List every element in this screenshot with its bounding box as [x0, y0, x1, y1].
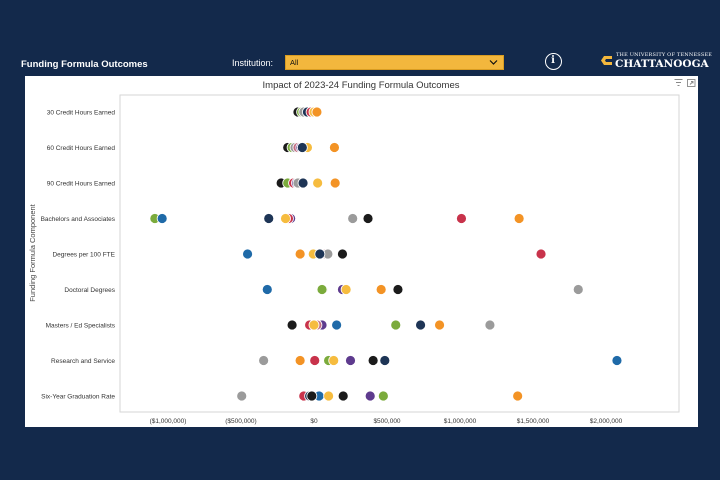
- data-point[interactable]: [572, 284, 584, 295]
- x-tick-label: $500,000: [373, 418, 400, 425]
- institution-label: Institution:: [232, 58, 274, 68]
- data-point[interactable]: [345, 355, 356, 366]
- info-button[interactable]: i: [545, 53, 562, 70]
- data-point[interactable]: [484, 319, 496, 331]
- data-point[interactable]: [367, 355, 379, 366]
- data-point[interactable]: [379, 355, 391, 366]
- data-point[interactable]: [362, 213, 374, 224]
- data-point[interactable]: [296, 142, 308, 153]
- institution-dropdown[interactable]: All: [285, 55, 504, 70]
- data-point[interactable]: [328, 355, 340, 366]
- data-point[interactable]: [337, 390, 349, 402]
- y-axis-label: Funding Formula Component: [28, 203, 37, 301]
- data-point[interactable]: [280, 213, 291, 224]
- app-title: Funding Formula Outcomes: [21, 59, 148, 70]
- data-point[interactable]: [347, 213, 359, 224]
- category-label: 90 Credit Hours Earned: [47, 181, 116, 188]
- data-point[interactable]: [309, 355, 321, 366]
- scatter-chart: Impact of 2023-24 Funding Formula Outcom…: [28, 80, 680, 425]
- category-label: Masters / Ed Specialists: [46, 323, 116, 330]
- data-point[interactable]: [263, 213, 275, 224]
- data-point[interactable]: [364, 390, 376, 402]
- category-label: Six-Year Graduation Rate: [41, 394, 115, 401]
- x-tick-label: $1,000,000: [444, 418, 477, 425]
- top-bar: Funding Formula Outcomes Institution: Al…: [0, 0, 720, 78]
- data-point[interactable]: [258, 355, 270, 366]
- data-point[interactable]: [392, 284, 404, 295]
- data-point[interactable]: [512, 390, 524, 402]
- data-point[interactable]: [390, 319, 402, 331]
- category-label: Bachelors and Associates: [41, 216, 116, 223]
- data-point[interactable]: [535, 248, 547, 260]
- data-point[interactable]: [261, 284, 273, 295]
- data-point[interactable]: [340, 284, 352, 295]
- data-point[interactable]: [375, 284, 387, 295]
- chart-title: Impact of 2023-24 Funding Formula Outcom…: [263, 80, 460, 91]
- data-point[interactable]: [294, 248, 306, 260]
- data-point[interactable]: [314, 248, 326, 260]
- university-logo: THE UNIVERSITY OF TENNESSEE CHATTANOOGA: [600, 50, 713, 70]
- data-point[interactable]: [329, 177, 341, 189]
- data-point[interactable]: [306, 390, 318, 402]
- data-point[interactable]: [316, 284, 328, 295]
- data-point[interactable]: [311, 106, 323, 118]
- expand-icon[interactable]: [687, 79, 696, 87]
- data-point[interactable]: [236, 390, 248, 402]
- data-point[interactable]: [294, 355, 306, 366]
- data-point[interactable]: [297, 177, 309, 189]
- category-label: 60 Credit Hours Earned: [47, 145, 116, 152]
- plot-area: [119, 94, 680, 413]
- data-point[interactable]: [337, 248, 348, 260]
- x-tick-label: ($500,000): [225, 418, 256, 425]
- filter-icon[interactable]: [674, 79, 683, 87]
- category-label: Research and Service: [51, 358, 115, 365]
- x-tick-label: $0: [310, 418, 318, 425]
- category-label: 30 Credit Hours Earned: [47, 110, 116, 117]
- x-tick-label: $1,500,000: [517, 418, 550, 425]
- institution-value: All: [290, 58, 299, 67]
- data-point[interactable]: [611, 355, 623, 366]
- data-point[interactable]: [331, 319, 343, 331]
- data-point[interactable]: [242, 248, 253, 260]
- c-logo-icon: [601, 56, 612, 65]
- category-label: Doctoral Degrees: [64, 287, 115, 294]
- data-point[interactable]: [434, 319, 445, 331]
- data-point[interactable]: [156, 213, 168, 224]
- data-point[interactable]: [377, 390, 389, 402]
- data-point[interactable]: [329, 142, 340, 153]
- data-point[interactable]: [323, 390, 335, 402]
- chevron-down-icon: [489, 60, 498, 65]
- logo-line1: THE UNIVERSITY OF TENNESSEE: [616, 52, 713, 58]
- data-point[interactable]: [308, 319, 320, 331]
- data-point[interactable]: [312, 177, 324, 189]
- x-tick-label: $2,000,000: [590, 418, 623, 425]
- chart-panel: Impact of 2023-24 Funding Formula Outcom…: [25, 76, 698, 427]
- logo-line2: CHATTANOOGA: [615, 58, 709, 70]
- data-point[interactable]: [415, 319, 426, 331]
- data-point[interactable]: [513, 213, 525, 224]
- data-point[interactable]: [456, 213, 467, 224]
- x-tick-label: ($1,000,000): [150, 418, 187, 425]
- data-point[interactable]: [286, 319, 298, 331]
- category-label: Degrees per 100 FTE: [52, 252, 115, 259]
- info-icon: i: [551, 55, 555, 66]
